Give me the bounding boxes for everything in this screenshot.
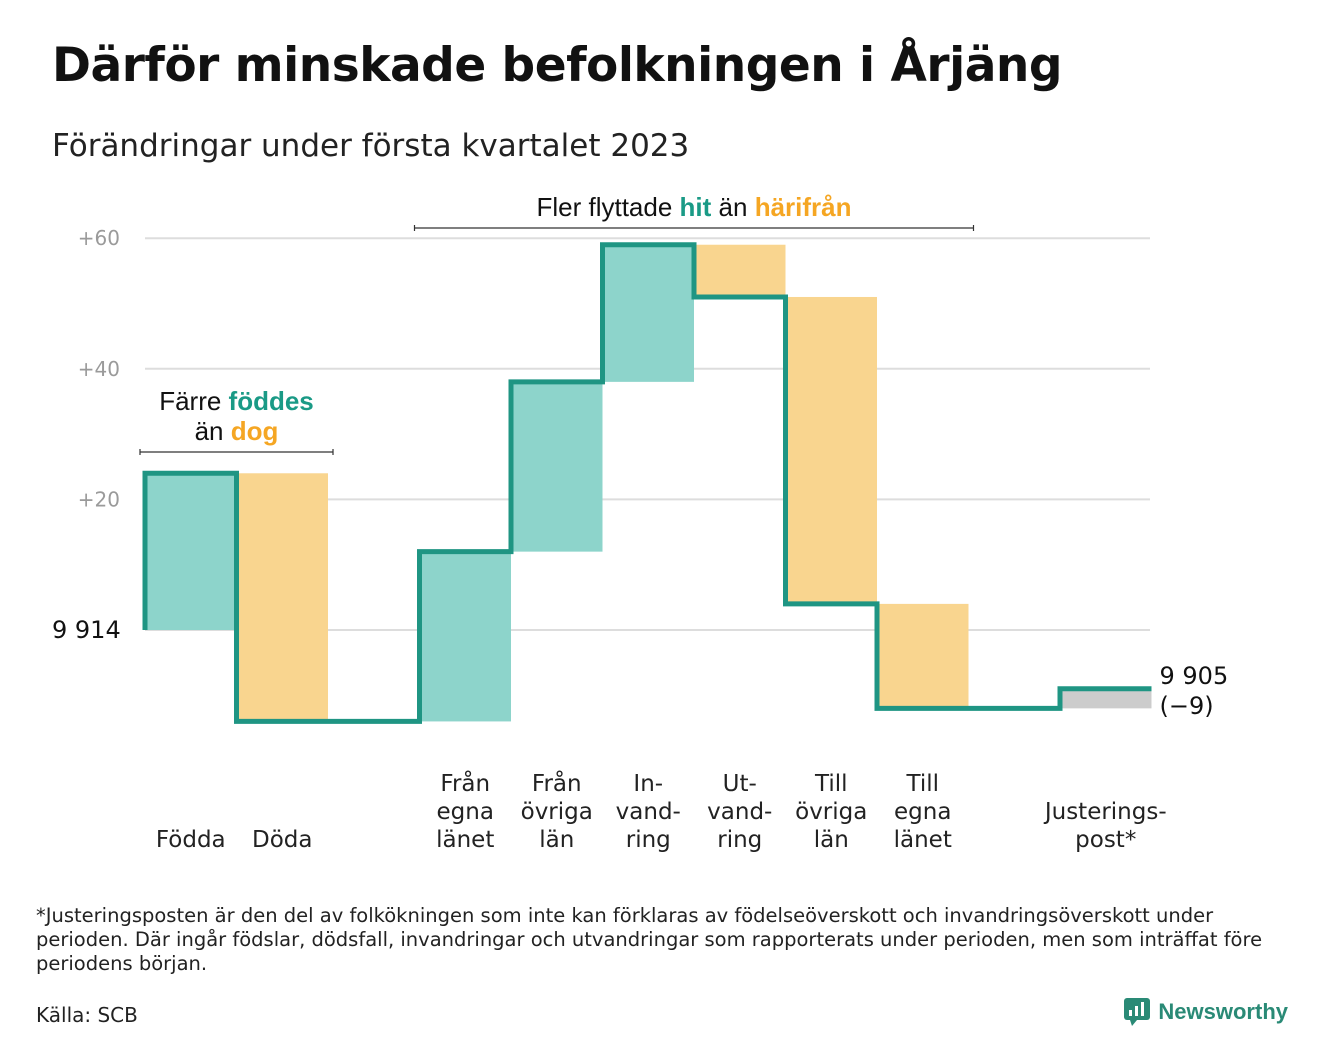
- start-value-label: 9 914: [52, 616, 121, 644]
- category-label-line: Till: [814, 771, 848, 797]
- y-tick-label: +60: [78, 226, 120, 250]
- annotation-line: än dog: [195, 416, 279, 446]
- category-label-line: län: [539, 827, 574, 853]
- category-label: Till övriga län: [795, 771, 867, 853]
- category-label-line: vand-: [707, 799, 772, 825]
- bar-negative: [785, 296, 877, 604]
- bar-positive: [602, 244, 694, 382]
- bar-negative: [877, 603, 969, 709]
- category-label-line: länet: [436, 827, 494, 853]
- bars: [145, 244, 1152, 722]
- bar-negative: [694, 244, 786, 297]
- category-label-line: ring: [626, 827, 671, 853]
- category-label: Från egna länet: [436, 769, 494, 853]
- category-label-line: ring: [717, 827, 762, 853]
- category-label-line: Till: [905, 771, 939, 797]
- bar-adjustment: [1060, 688, 1152, 709]
- category-label-line: vand-: [616, 799, 681, 825]
- category-label-line: In-: [633, 771, 663, 797]
- category-label: In-vand-ring: [616, 771, 681, 853]
- category-label-line: Från: [440, 769, 490, 797]
- category-label-line: Från: [532, 769, 582, 797]
- annotation-segment: hit: [680, 192, 712, 222]
- category-label-line: län: [814, 827, 849, 853]
- end-value-label: 9 905 (−9): [1160, 662, 1229, 720]
- category-label-line: Födda: [156, 827, 226, 853]
- category-label: Födda: [156, 827, 226, 853]
- annotation-segment: härifrån: [755, 192, 852, 222]
- category-label-line: Ut-: [723, 771, 757, 797]
- category-label-line: egna: [894, 799, 951, 825]
- running-total-line-path: [142, 242, 1152, 724]
- annotation-line: Fler flyttade hit än härifrån: [536, 192, 851, 222]
- newsworthy-logo: Newsworthy: [1124, 998, 1288, 1026]
- category-label-line: egna: [437, 799, 494, 825]
- category-label-line: post*: [1075, 827, 1136, 853]
- annotation-segment: föddes: [229, 386, 314, 416]
- bar-positive: [145, 473, 237, 630]
- y-tick-label: +20: [78, 487, 120, 511]
- category-label-line: övriga: [795, 799, 867, 825]
- annotation-migration: Fler flyttade hit än härifrån: [536, 192, 851, 222]
- bar-negative: [236, 473, 328, 722]
- category-label-line: länet: [894, 827, 952, 853]
- category-label-line: övriga: [521, 799, 593, 825]
- category-label: Ut-vand-ring: [707, 771, 772, 853]
- category-label: Justerings-post*: [1043, 799, 1167, 853]
- bar-positive: [419, 551, 511, 722]
- y-tick-label: +40: [78, 357, 120, 381]
- category-label-line: Justerings-: [1043, 799, 1167, 825]
- running-total-line: [142, 242, 1152, 724]
- annotation-segment: dog: [231, 416, 279, 446]
- annotation-segment: Fler flyttade: [536, 192, 679, 222]
- category-label: Från övriga län: [521, 769, 593, 853]
- end-value-line: (−9): [1160, 692, 1214, 720]
- chart-title: Därför minskade befolkningen i Årjäng: [52, 38, 1063, 93]
- newsworthy-chart-icon: [1124, 998, 1151, 1026]
- bar-positive: [511, 381, 603, 552]
- annotation-segment: än: [195, 416, 231, 446]
- category-label-line: Döda: [252, 827, 312, 853]
- category-label: Döda: [252, 827, 312, 853]
- chart-subtitle: Förändringar under första kvartalet 2023: [52, 128, 690, 164]
- source-label: Källa: SCB: [36, 1003, 138, 1027]
- category-label: Till egna länet: [894, 771, 952, 853]
- annotation-segment: än: [711, 192, 754, 222]
- logo-text: Newsworthy: [1158, 999, 1288, 1024]
- annotation-birth: Färre föddes än dog: [159, 386, 314, 446]
- annotation-segment: Färre: [159, 386, 228, 416]
- footnote: *Justeringsposten är den del av folkökni…: [36, 904, 1263, 975]
- annotation-line: Färre föddes: [159, 386, 314, 416]
- end-value-line: 9 905: [1160, 662, 1229, 690]
